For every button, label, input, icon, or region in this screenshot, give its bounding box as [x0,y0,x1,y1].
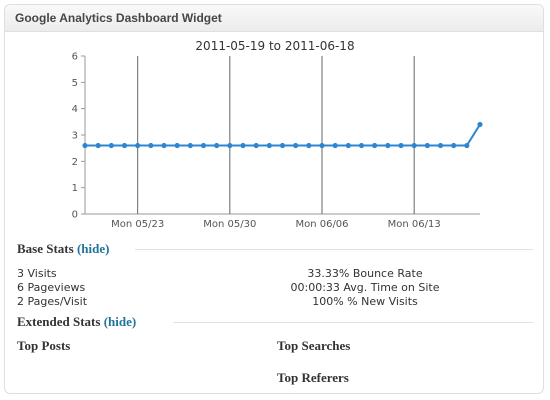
data-point [345,142,351,149]
x-tick-label: Mon 06/13 [388,219,441,230]
stat-pages-per-visit: 2 Pages/Visit [17,295,88,308]
y-tick-label: 3 [72,131,78,142]
stat-visits: 3 Visits [17,267,57,280]
x-tick-label: Mon 05/30 [203,219,256,230]
base-stats-heading: Base Stats (hide) [17,241,109,257]
data-point [437,142,444,149]
data-point [279,142,286,149]
divider [135,249,533,250]
y-tick-label: 6 [72,52,78,63]
data-point [148,142,154,149]
stat-new-visits: 100% % New Visits [312,295,418,308]
data-point [398,142,404,149]
y-tick-label: 2 [72,157,78,168]
data-point [240,142,246,149]
y-tick-label: 1 [72,183,78,194]
top-searches-heading: Top Searches [277,338,351,353]
stat-bounce-rate: 33.33% Bounce Rate [307,267,423,280]
analytics-widget: Google Analytics Dashboard Widget 2011-0… [4,4,544,394]
data-point [253,142,259,149]
data-point [319,142,325,149]
data-point [200,142,207,149]
x-tick-label: Mon 05/23 [111,219,164,230]
series-line [85,123,481,147]
data-point [95,142,101,149]
data-point [411,142,417,149]
data-point [82,142,88,149]
data-point [451,142,457,149]
extended-stats-hide-link[interactable]: (hide) [103,314,137,329]
visits-chart: 0 1 2 3 4 5 6 Mon 05/23 Mon 05/30 Mon 06/06 Mon 06… [72,52,483,230]
data-point [227,142,233,149]
data-point [214,142,220,149]
extended-stats-heading: Extended Stats (hide) [17,314,136,330]
data-point [464,142,470,149]
data-point [306,142,312,149]
data-point [358,142,365,149]
data-point [332,142,338,149]
data-point [121,142,128,149]
base-stats-title: Base Stats [17,241,74,256]
data-point [161,142,167,149]
top-posts-heading: Top Posts [17,338,71,353]
data-point [266,142,272,149]
widget-title[interactable]: Google Analytics Dashboard Widget [5,5,543,32]
y-tick-label: 4 [72,104,78,115]
data-point [174,142,180,149]
chart-title: 2011-05-19 to 2011-06-18 [195,39,355,53]
divider [173,322,533,323]
data-point [385,142,391,149]
stat-pageviews: 6 Pageviews [17,281,86,294]
stat-avg-time: 00:00:33 Avg. Time on Site [290,281,440,294]
top-referers-heading: Top Referers [277,370,349,385]
data-point [424,142,430,149]
base-stats-hide-link[interactable]: (hide) [76,241,110,256]
data-point [293,142,299,149]
data-point [477,121,483,128]
y-tick-label: 0 [72,210,78,221]
extended-stats-title: Extended Stats [17,314,101,329]
data-point [372,142,378,149]
data-point [187,142,193,149]
x-tick-label: Mon 06/06 [295,219,348,230]
data-point [135,142,141,149]
y-tick-label: 5 [72,78,78,89]
data-point [108,142,114,149]
